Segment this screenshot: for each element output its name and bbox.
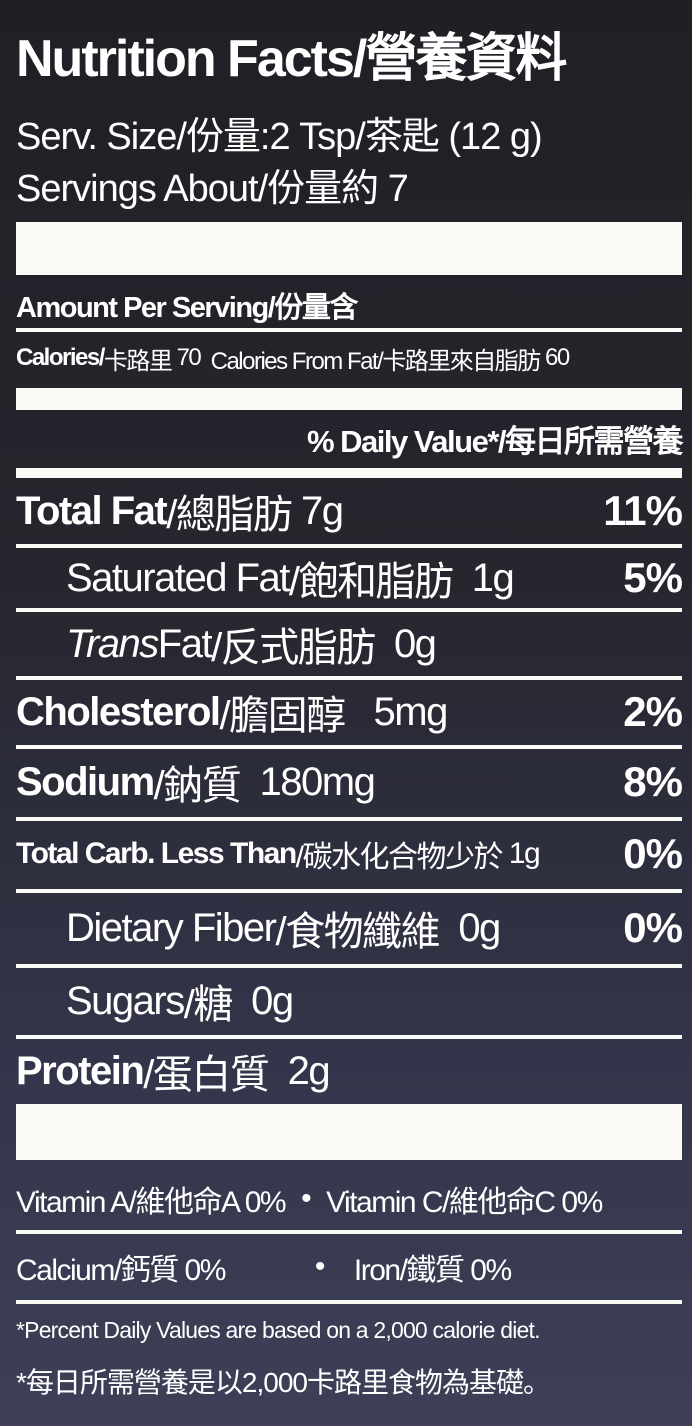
iron: Iron/鐵質 0% (353, 1254, 512, 1287)
nutrient-amount: 7g (300, 488, 344, 533)
vitamin-a: Vitamin A/維他命A 0% (16, 1186, 287, 1219)
nutrient-name-zh: /糖 (183, 983, 234, 1027)
nutrient-name-zh: /膽固醇 (219, 694, 347, 738)
nutrient-row-trans-fat: Trans Fat/反式脂肪 0g (16, 613, 682, 675)
divider (16, 544, 682, 548)
nutrient-amount: 0g (393, 621, 437, 666)
nutrient-amount: 1g (471, 555, 515, 600)
calories-row: Calories/ 卡路里 70 Calories From Fat/卡路里來自… (16, 334, 682, 382)
calories-label: Calories/ (16, 344, 105, 371)
nutrient-name-zh: /總脂肪 (166, 493, 293, 537)
nutrient-name: Trans (66, 621, 159, 666)
nutrient-name-zh: /蛋白質 (143, 1053, 270, 1097)
daily-value-header: % Daily Value*/每日所需營養 (306, 423, 684, 459)
nutrient-name: Protein (16, 1048, 145, 1093)
nutrient-amount: 0g (251, 978, 294, 1023)
thick-rule (16, 468, 682, 478)
divider (16, 817, 682, 821)
calories-label-zh: 卡路里 (103, 347, 173, 375)
nutrient-row-saturated-fat: Saturated Fat/飽和脂肪 1g 5% (16, 549, 683, 607)
nutrient-name-zh: /食物纖維 (275, 910, 440, 954)
nutrient-row-dietary-fiber: Dietary Fiber/食物纖維 0g 0% (16, 894, 683, 962)
nutrient-amount: 2g (287, 1048, 331, 1093)
calcium: Calcium/鈣質 0% (16, 1254, 226, 1287)
divider (16, 1230, 682, 1234)
nutrient-amount: 0g (458, 905, 501, 950)
nutrient-dv: 2% (623, 688, 683, 735)
nutrient-amount: 180mg (259, 759, 376, 804)
divider (16, 328, 682, 332)
nutrient-amount: 1g (508, 837, 541, 870)
nutrient-name: Saturated Fat (66, 555, 290, 600)
nutrient-name-zh: /反式脂肪 (211, 626, 376, 670)
nutrient-name-zh: /碳水化合物少於 (295, 841, 504, 874)
nutrient-name-zh: /飽和脂肪 (288, 560, 454, 604)
divider (16, 1035, 682, 1039)
nutrient-amount: 5mg (373, 689, 449, 734)
minerals-row: Calcium/鈣質 0% • Iron/鐵質 0% (16, 1236, 682, 1298)
nutrient-row-cholesterol: Cholesterol/膽固醇 5mg 2% (16, 681, 683, 743)
divider (16, 964, 682, 968)
calories-from-fat-label: Calories From Fat/卡路里來自脂肪 (210, 347, 542, 375)
divider (16, 745, 682, 749)
nutrient-name-zh: /鈉質 (153, 764, 242, 808)
nutrient-row-sodium: Sodium/鈉質 180mg 8% (16, 750, 683, 814)
amount-per-serving: Amount Per Serving/份量含 (16, 292, 358, 324)
divider (16, 608, 682, 612)
nutrient-name: Sugars (66, 978, 185, 1023)
nutrient-name: Total Carb. Less Than (16, 837, 297, 870)
bullet: • (314, 1250, 326, 1283)
calories-value: 70 (176, 344, 202, 371)
nutrient-dv: 8% (623, 758, 683, 805)
servings-per-container: Servings About/份量約 7 (16, 167, 409, 210)
bullet: • (301, 1182, 312, 1215)
nutrient-name: Sodium (16, 759, 155, 804)
nutrient-row-protein: Protein /蛋白質 2g (16, 1040, 682, 1102)
divider (16, 1300, 682, 1304)
nutrient-dv: 0% (623, 904, 683, 951)
footnote-en: *Percent Daily Values are based on a 2,0… (16, 1316, 541, 1343)
nutrient-row-sugars: Sugars/糖 0g (16, 969, 682, 1033)
nutrient-dv: 11% (603, 487, 683, 534)
thick-divider (16, 222, 682, 275)
vitamins-row: Vitamin A/維他命A 0% • Vitamin C/維他命C 0% (16, 1170, 682, 1228)
nutrient-name: Dietary Fiber (66, 905, 277, 950)
nutrient-name: Total Fat (16, 488, 168, 533)
calories-from-fat-value: 60 (544, 344, 570, 371)
serving-size: Serv. Size/份量:2 Tsp/茶匙 (12 g) (16, 115, 543, 158)
label-title: Nutrition Facts/營養資料 (16, 29, 567, 88)
thick-divider (16, 1104, 682, 1160)
nutrient-row-total-carb: Total Carb. Less Than/碳水化合物少於 1g 0% (16, 822, 683, 886)
nutrient-name: Cholesterol (16, 689, 221, 734)
divider (16, 889, 682, 893)
nutrient-row-total-fat: Total Fat/總脂肪 7g 11% (16, 480, 683, 542)
footnote-zh: *每日所需營養是以2,000卡路里食物為基礎。 (16, 1367, 551, 1398)
vitamin-c: Vitamin C/維他命C 0% (326, 1186, 603, 1219)
medium-divider (16, 388, 682, 410)
nutrient-name-suffix: Fat (157, 621, 213, 666)
nutrient-dv: 0% (623, 830, 683, 877)
nutrient-dv: 5% (623, 554, 683, 601)
divider (16, 676, 682, 680)
